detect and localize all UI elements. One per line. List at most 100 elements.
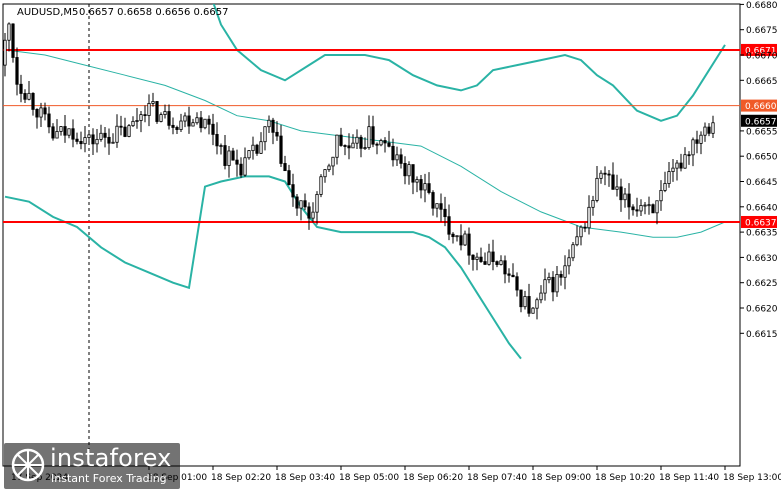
- candle-body: [579, 226, 583, 238]
- candle-body: [243, 157, 247, 176]
- candle: [263, 126, 267, 151]
- horizontal-levels[interactable]: 0.6671 0.6660 0.6637: [3, 43, 777, 229]
- candle: [447, 204, 451, 241]
- candle-body: [59, 126, 63, 132]
- y-tick-label: 0.6645: [746, 178, 778, 188]
- candle-body: [543, 279, 547, 294]
- candle: [591, 195, 595, 216]
- candle: [239, 157, 243, 178]
- candle-body: [159, 114, 163, 122]
- candle: [51, 123, 55, 141]
- candle: [419, 174, 423, 199]
- candle-body: [291, 184, 295, 198]
- candle-body: [303, 200, 307, 208]
- candle: [139, 110, 143, 133]
- candle: [175, 125, 179, 135]
- candle: [503, 255, 507, 284]
- candle: [95, 129, 99, 153]
- candle: [559, 270, 563, 286]
- candle-body: [399, 154, 403, 164]
- candle-body: [591, 200, 595, 208]
- y-tick-label: 0.6650: [746, 153, 778, 163]
- level-price-label: 0.6671: [745, 46, 777, 56]
- candle-body: [511, 274, 515, 278]
- candle: [471, 254, 475, 271]
- candle-body: [491, 251, 495, 263]
- candle-body: [143, 114, 147, 117]
- candle: [311, 202, 315, 223]
- candle: [491, 239, 495, 271]
- candle-body: [699, 134, 703, 144]
- candle-body: [515, 276, 519, 291]
- y-tick-label: 0.6670: [746, 52, 778, 62]
- candle: [619, 178, 623, 212]
- candle: [75, 132, 79, 145]
- candle: [659, 180, 663, 211]
- candle: [427, 172, 431, 195]
- candle-body: [247, 150, 251, 159]
- candle-body: [31, 92, 35, 110]
- candle-body: [615, 186, 619, 190]
- candle: [583, 222, 587, 233]
- candle-body: [7, 23, 11, 41]
- candlestick-series: [3, 22, 715, 320]
- candle: [483, 252, 487, 265]
- candle-body: [643, 204, 647, 207]
- candle-body: [219, 145, 223, 147]
- x-tick-label: 18 Sep 13:00: [723, 473, 781, 483]
- candle: [487, 243, 491, 266]
- candle: [159, 112, 163, 123]
- candle-body: [519, 289, 523, 308]
- candle-body: [479, 256, 483, 262]
- candle: [695, 130, 699, 154]
- candle: [295, 193, 299, 216]
- x-tick-label: 18 Sep 11:40: [659, 473, 719, 483]
- candle: [395, 146, 399, 167]
- grid-layer: [2, 3, 741, 467]
- candle-body: [43, 107, 47, 115]
- candle-body: [575, 236, 579, 246]
- current-price-tag: [741, 114, 777, 127]
- candle-body: [435, 203, 439, 209]
- candle: [379, 138, 383, 147]
- candle-body: [35, 108, 39, 118]
- candle: [639, 199, 643, 216]
- candle: [207, 115, 211, 135]
- candle: [703, 122, 707, 142]
- candle: [375, 142, 379, 155]
- candle: [47, 106, 51, 134]
- candle: [215, 122, 219, 155]
- candle: [7, 22, 11, 52]
- candle: [555, 266, 559, 297]
- y-tick-label: 0.6620: [746, 305, 778, 315]
- candle: [451, 232, 455, 244]
- candle: [327, 163, 331, 172]
- y-tick-label: 0.6680: [746, 1, 778, 11]
- candle-body: [415, 179, 419, 183]
- candle-body: [395, 154, 399, 161]
- candle: [323, 169, 327, 183]
- candle: [599, 170, 603, 184]
- candle: [643, 201, 647, 215]
- candle: [687, 151, 691, 165]
- x-tick-label: 18 Sep 02:20: [211, 473, 271, 483]
- candle-body: [91, 134, 95, 145]
- candle-body: [299, 200, 303, 209]
- candle: [507, 268, 511, 283]
- candle-body: [675, 162, 679, 169]
- candle: [119, 115, 123, 136]
- candle-body: [563, 265, 567, 278]
- candle-body: [523, 296, 527, 308]
- candle-body: [647, 204, 651, 207]
- candle: [83, 125, 87, 153]
- candle: [179, 113, 183, 133]
- candle-body: [635, 209, 639, 212]
- candle-body: [595, 177, 599, 201]
- candle: [167, 104, 171, 130]
- price-axis: 0.6680 0.6675 0.6670 0.6665 0.6655 0.6650 0.66…: [740, 1, 778, 340]
- candle-body: [663, 183, 667, 191]
- candle: [459, 224, 463, 251]
- candle-body: [279, 135, 283, 164]
